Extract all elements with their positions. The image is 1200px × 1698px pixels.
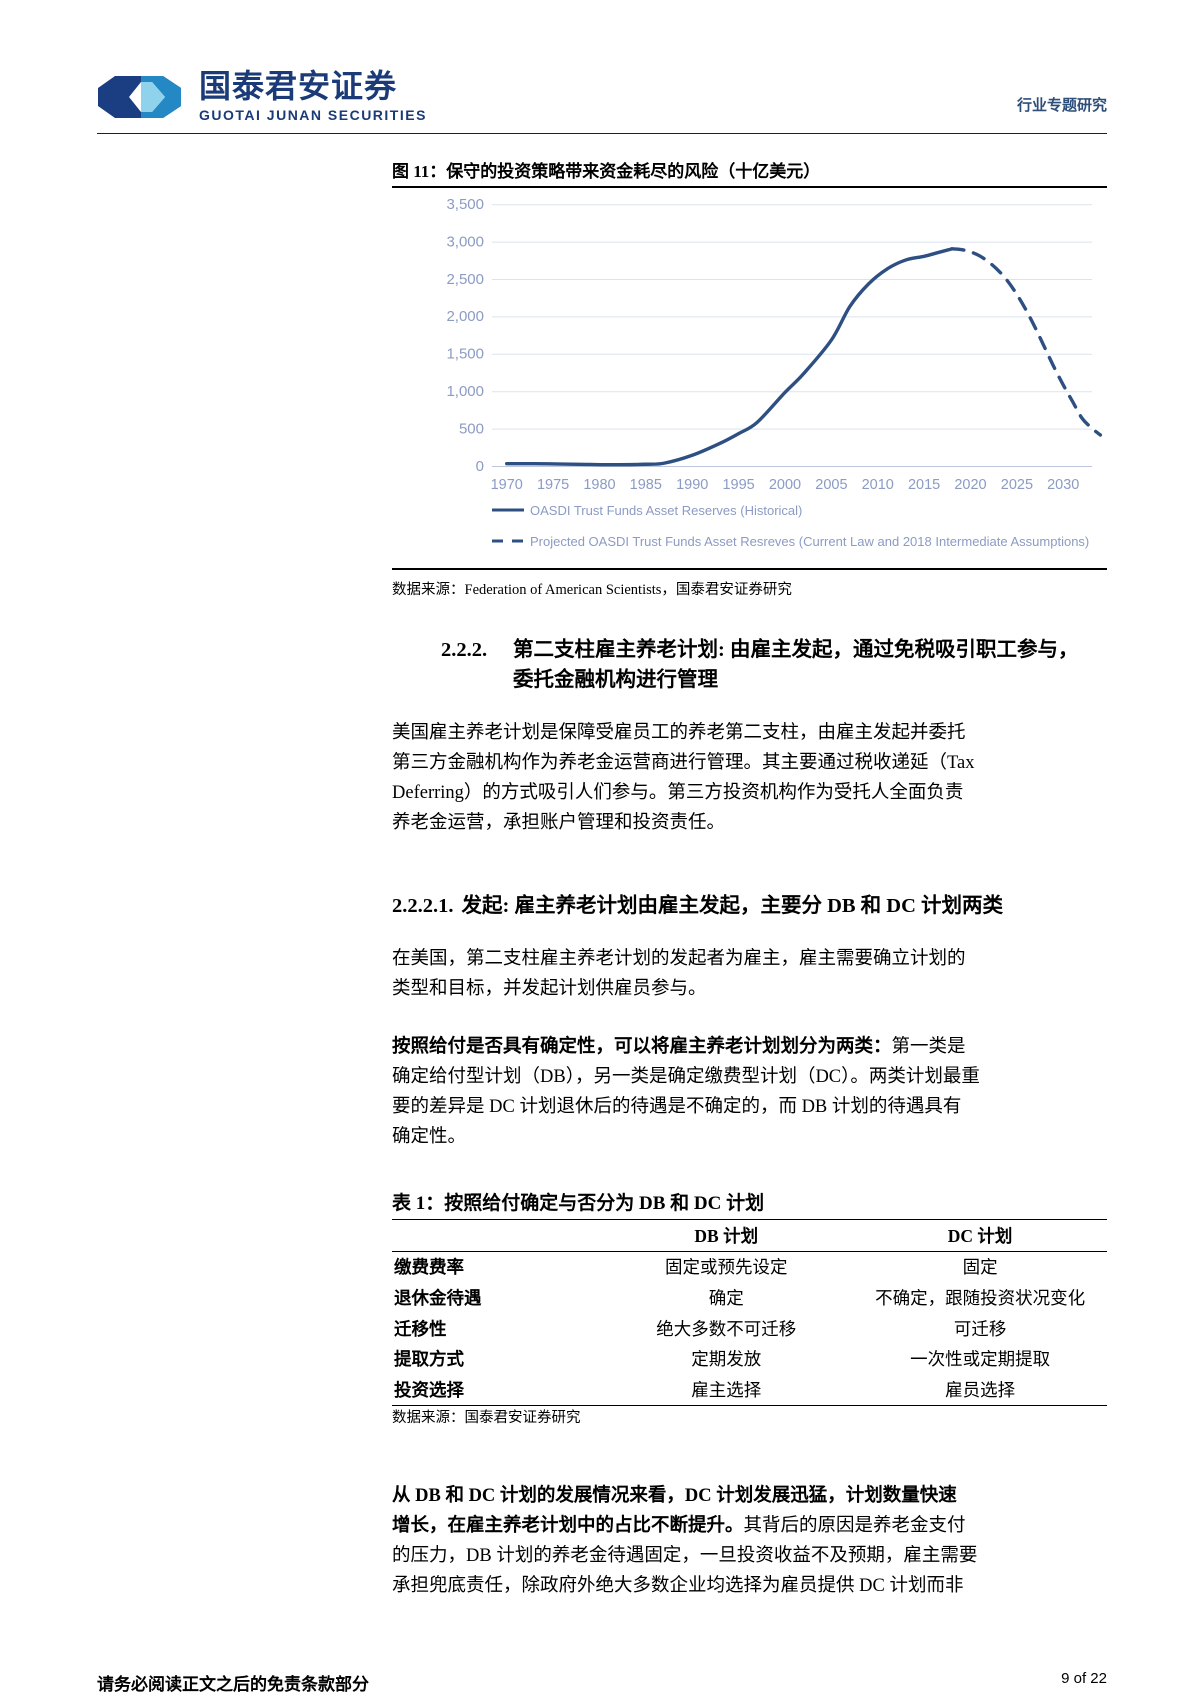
svg-text:2,000: 2,000: [446, 308, 484, 325]
svg-text:1985: 1985: [630, 477, 662, 493]
svg-text:2020: 2020: [954, 477, 986, 493]
svg-text:2005: 2005: [815, 477, 847, 493]
svg-text:3,000: 3,000: [446, 233, 484, 250]
svg-text:2015: 2015: [908, 477, 940, 493]
svg-text:500: 500: [459, 420, 484, 437]
svg-text:2,500: 2,500: [446, 271, 484, 288]
svg-text:0: 0: [476, 458, 484, 475]
svg-text:1975: 1975: [537, 477, 569, 493]
svg-text:3,500: 3,500: [446, 197, 484, 213]
svg-text:1,000: 1,000: [446, 383, 484, 400]
svg-text:2000: 2000: [769, 477, 801, 493]
svg-text:1,500: 1,500: [446, 346, 484, 363]
svg-text:2025: 2025: [1001, 477, 1033, 493]
svg-text:2010: 2010: [862, 477, 894, 493]
svg-text:1970: 1970: [491, 477, 523, 493]
svg-text:Projected OASDI Trust Funds As: Projected OASDI Trust Funds Asset Resrev…: [530, 534, 1089, 549]
svg-text:1980: 1980: [583, 477, 615, 493]
svg-text:1990: 1990: [676, 477, 708, 493]
svg-text:1995: 1995: [722, 477, 754, 493]
svg-text:OASDI Trust Funds Asset Reserv: OASDI Trust Funds Asset Reserves (Histor…: [530, 503, 802, 518]
svg-text:2030: 2030: [1047, 477, 1079, 493]
